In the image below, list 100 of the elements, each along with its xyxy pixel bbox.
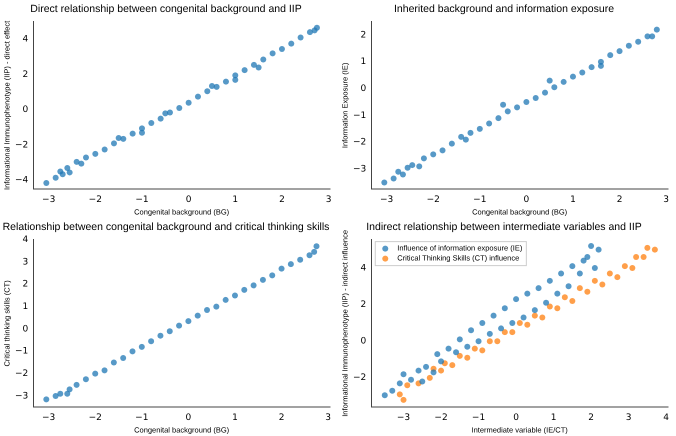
point xyxy=(313,243,320,250)
point xyxy=(588,243,594,250)
point xyxy=(592,264,598,271)
point xyxy=(186,100,192,106)
point xyxy=(74,382,80,388)
point xyxy=(185,318,192,324)
x-tick-label: −3 xyxy=(42,194,56,205)
point xyxy=(110,360,117,366)
x-tick-label: −2 xyxy=(434,412,448,423)
point xyxy=(250,282,257,288)
point xyxy=(584,254,590,260)
point xyxy=(546,278,553,284)
point xyxy=(614,274,620,280)
x-tick-label: −1 xyxy=(473,194,486,205)
point xyxy=(102,367,108,374)
point xyxy=(64,390,70,397)
point xyxy=(270,50,276,56)
point xyxy=(311,248,318,255)
point xyxy=(408,376,414,383)
point xyxy=(43,180,50,186)
point xyxy=(546,303,553,310)
y-tick-label: −1 xyxy=(352,110,366,121)
point xyxy=(635,38,642,45)
point xyxy=(629,264,636,271)
point xyxy=(102,146,108,153)
point xyxy=(462,136,469,143)
point xyxy=(446,346,452,352)
y-tick-label: −1 xyxy=(14,346,28,357)
y-tick-label: 1 xyxy=(22,302,28,312)
point xyxy=(569,298,576,304)
point xyxy=(584,288,590,295)
point xyxy=(532,95,539,102)
point xyxy=(579,70,586,76)
point xyxy=(494,338,500,344)
point xyxy=(509,320,516,326)
point xyxy=(222,78,229,85)
point xyxy=(551,84,558,90)
point xyxy=(456,352,463,359)
chart-title: Direct relationship between congenital background and IIP xyxy=(30,3,302,16)
point xyxy=(400,171,406,178)
point xyxy=(148,120,154,126)
point xyxy=(633,254,640,260)
point xyxy=(654,26,660,33)
point xyxy=(288,40,294,47)
point xyxy=(500,102,506,108)
point xyxy=(389,388,396,394)
point xyxy=(278,266,285,272)
point xyxy=(409,162,416,168)
point xyxy=(74,158,80,165)
point xyxy=(260,56,266,63)
point xyxy=(486,120,492,126)
chart-title: Inherited background and information exposure xyxy=(394,3,614,16)
y-tick-label: 1 xyxy=(360,57,366,68)
point xyxy=(404,382,410,388)
point xyxy=(420,155,427,162)
x-tick-label: 4 xyxy=(663,412,670,423)
x-tick-label: 3 xyxy=(626,412,632,423)
point xyxy=(513,296,520,302)
point xyxy=(486,338,493,344)
y-tick-label: −2 xyxy=(14,369,28,380)
point xyxy=(157,332,164,339)
x-tick-label: 2 xyxy=(588,412,594,423)
point xyxy=(306,29,313,36)
point xyxy=(250,62,257,68)
point xyxy=(495,115,502,122)
point xyxy=(569,263,576,270)
point xyxy=(214,84,220,90)
x-tick-label: 2 xyxy=(278,412,284,423)
point xyxy=(66,386,73,392)
point xyxy=(449,362,456,368)
point xyxy=(130,130,136,137)
point xyxy=(524,322,530,328)
y-tick-label: 0 xyxy=(22,105,29,116)
point xyxy=(82,376,89,382)
point xyxy=(644,244,650,251)
point xyxy=(596,246,602,253)
point xyxy=(232,292,238,298)
point xyxy=(606,270,613,276)
x-tick-label: −3 xyxy=(42,412,56,423)
point xyxy=(52,174,59,181)
point xyxy=(60,171,66,178)
point xyxy=(546,78,553,84)
x-tick-label: 0 xyxy=(513,412,520,423)
x-tick-label: −2 xyxy=(426,194,440,205)
point xyxy=(166,328,173,334)
point xyxy=(536,285,542,292)
point xyxy=(416,368,422,374)
point xyxy=(476,338,482,344)
point xyxy=(78,160,84,167)
point xyxy=(381,179,388,186)
point xyxy=(260,276,266,283)
y-tick-label: 0 xyxy=(360,84,367,94)
point xyxy=(490,312,497,319)
point xyxy=(438,358,444,364)
point xyxy=(502,329,508,336)
point xyxy=(204,306,210,313)
x-tick-label: −3 xyxy=(380,194,394,205)
point xyxy=(222,296,229,303)
x-tick-label: 0 xyxy=(186,412,192,423)
point xyxy=(498,325,504,332)
